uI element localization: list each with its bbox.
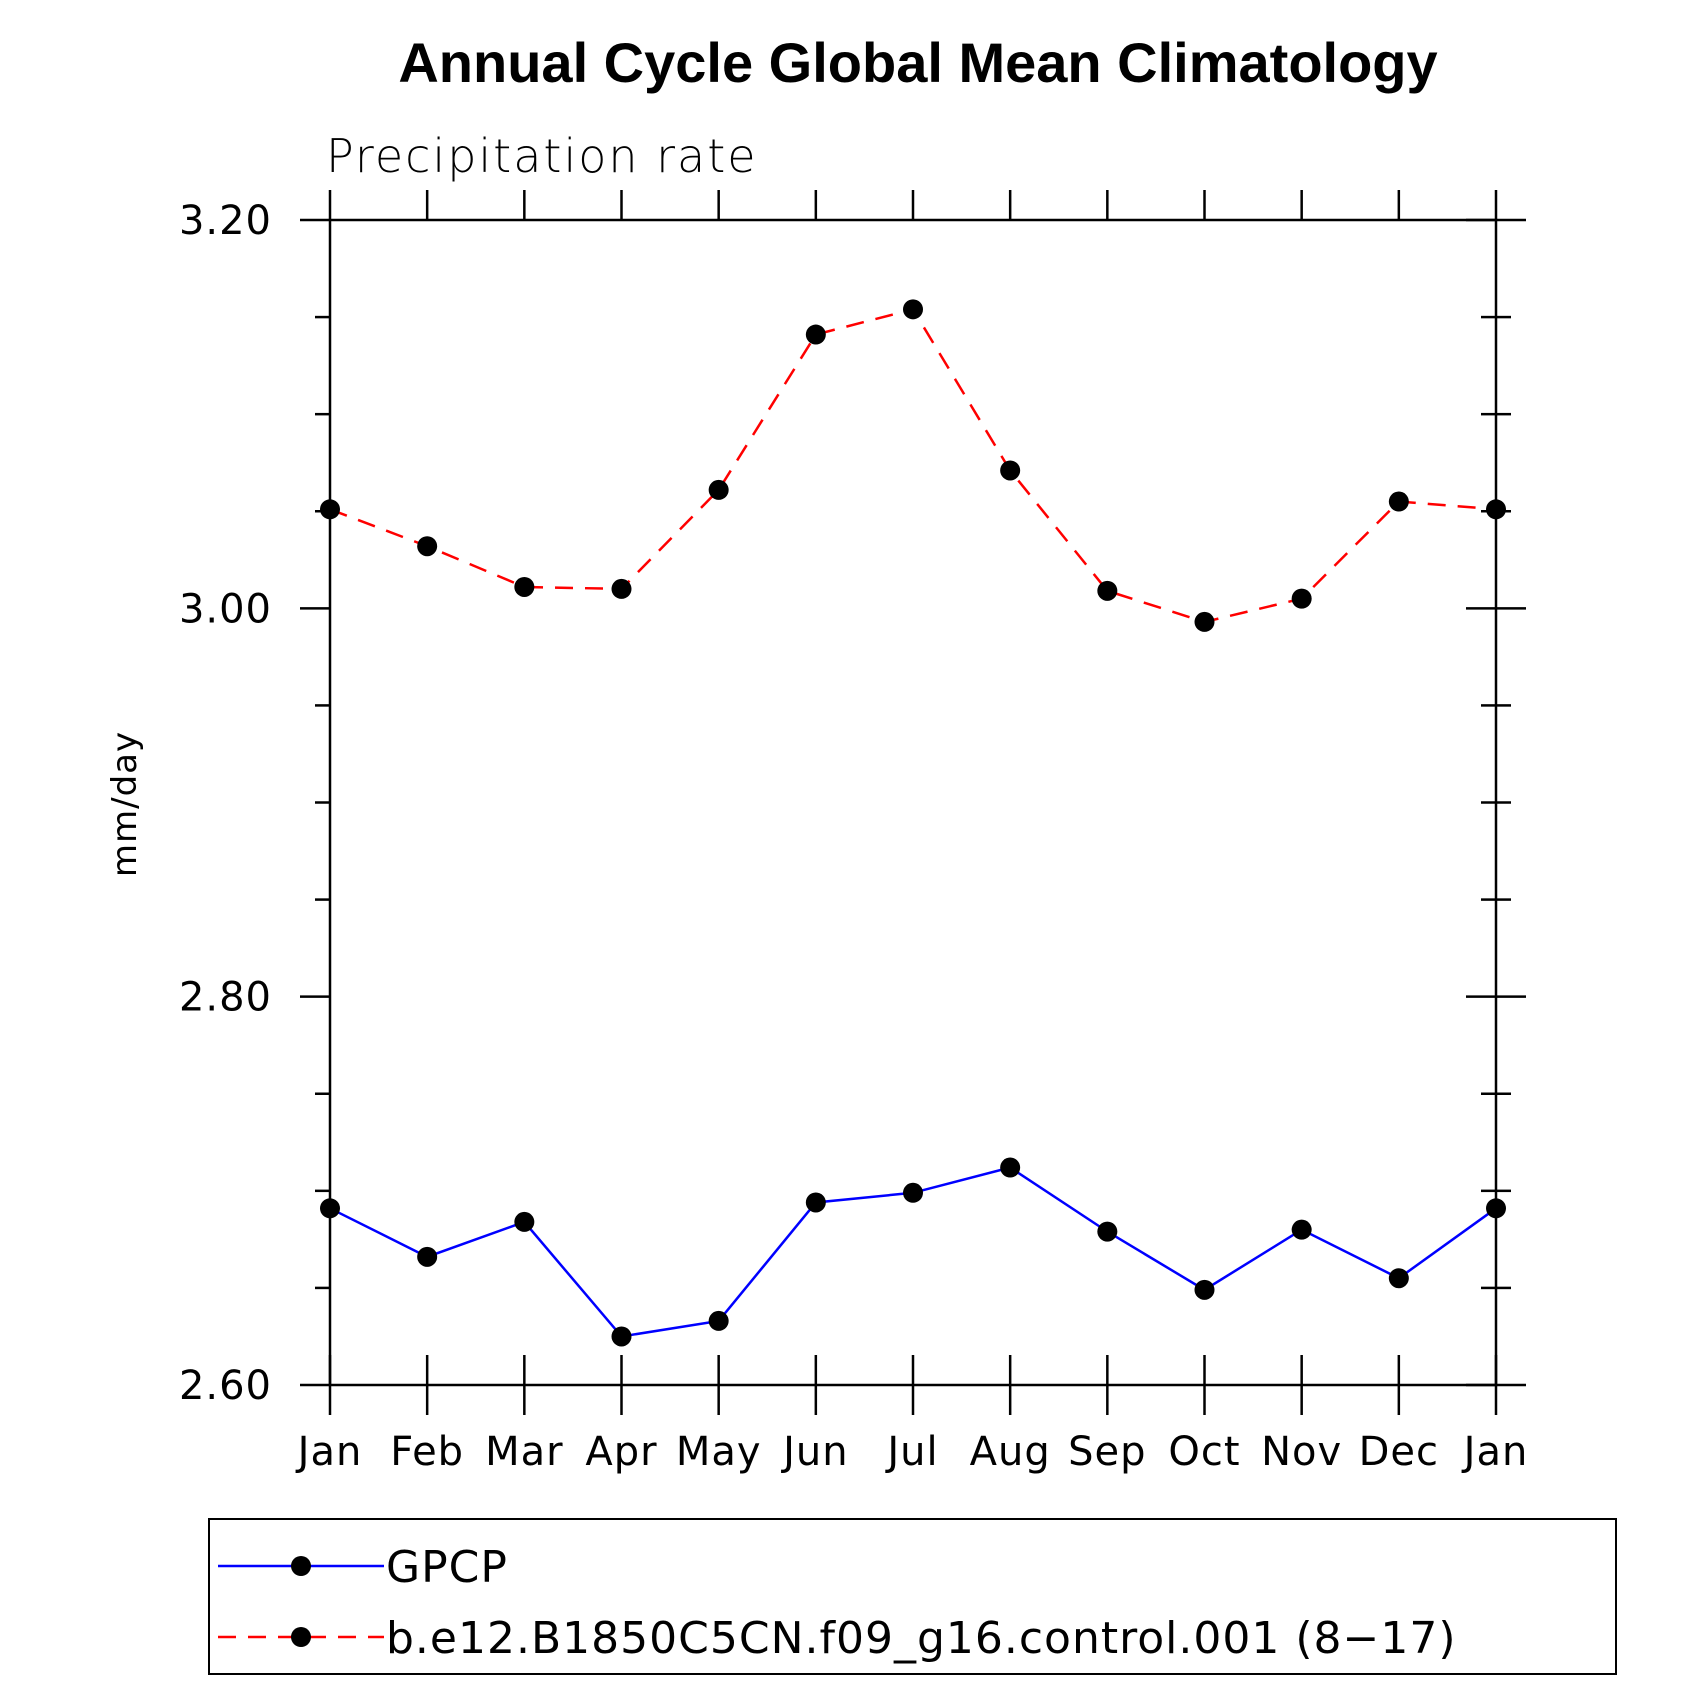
chart-subtitle: Precipitation rate [326, 129, 758, 183]
series-line-1 [329, 307, 1497, 624]
x-tick-labels: Jan Feb Mar Apr May Jun Jul Aug Sep Oct Nov Dec Jan [295, 1429, 1529, 1475]
series-1-point [1097, 580, 1118, 601]
x-tick-label: Oct [1168, 1429, 1240, 1475]
x-ticks [328, 190, 1498, 1415]
series-0-point [1486, 1198, 1506, 1219]
series-0-point [1194, 1279, 1215, 1300]
legend-box [208, 1518, 1617, 1675]
x-tick-label: Dec [1359, 1429, 1439, 1475]
series-1-point [514, 576, 535, 597]
y-tick-label: 2.60 [179, 1363, 272, 1409]
x-tick-label: Mar [485, 1429, 563, 1475]
series-1-point [320, 499, 340, 520]
legend: GPCP b.e12.B1850C5CN.f09_g16.control.001 … [208, 1518, 1617, 1675]
y-tick-label: 2.80 [179, 975, 272, 1021]
x-tick-label: Jan [1461, 1429, 1529, 1475]
series-0-point [1097, 1221, 1118, 1242]
x-tick-label: Jan [295, 1429, 363, 1475]
series-1-point [417, 536, 438, 557]
series-0-point [514, 1211, 535, 1232]
legend-label-1: b.e12.B1850C5CN.f09_g16.control.001 (8−1… [386, 1613, 1457, 1664]
y-tick-label: 3.20 [179, 198, 272, 244]
y-axis-label: mm/day [105, 731, 145, 877]
series-0-point [611, 1326, 632, 1347]
series-0-point [417, 1246, 438, 1267]
series-1-point [1388, 491, 1409, 512]
series-1-point [1194, 611, 1215, 632]
plot-area [328, 218, 1498, 1387]
series-0-point [903, 1182, 923, 1203]
series-1-point [1291, 588, 1312, 609]
series-1-point [805, 324, 826, 345]
legend-label-0: GPCP [386, 1542, 508, 1593]
series-layer [320, 299, 1506, 1347]
y-tick-labels: 2.60 2.80 3.00 3.20 [179, 198, 272, 1409]
series-0-point [320, 1198, 340, 1219]
legend-marker-1 [291, 1627, 311, 1647]
x-tick-label: Jul [884, 1429, 938, 1475]
y-tick-label: 3.00 [179, 586, 272, 632]
series-0-point [708, 1310, 729, 1331]
chart-title: Annual Cycle Global Mean Climatology [398, 31, 1437, 94]
series-0-point [1291, 1219, 1312, 1240]
x-tick-label: Nov [1261, 1429, 1342, 1475]
x-tick-label: Sep [1068, 1429, 1146, 1475]
series-1-point [1000, 460, 1021, 481]
x-tick-label: Apr [585, 1429, 657, 1475]
series-1-point [903, 299, 923, 320]
legend-marker-0 [291, 1556, 311, 1576]
series-1-point [611, 578, 632, 599]
x-tick-label: Aug [970, 1429, 1051, 1475]
series-0-point [1388, 1268, 1409, 1289]
x-tick-label: May [676, 1429, 762, 1475]
x-tick-label: Feb [390, 1429, 464, 1475]
x-tick-label: Jun [780, 1429, 849, 1475]
series-0-point [1000, 1157, 1021, 1178]
series-1-point [708, 479, 729, 500]
y-ticks [300, 218, 1526, 1387]
series-1-point [1486, 499, 1506, 520]
series-0-point [805, 1192, 826, 1213]
